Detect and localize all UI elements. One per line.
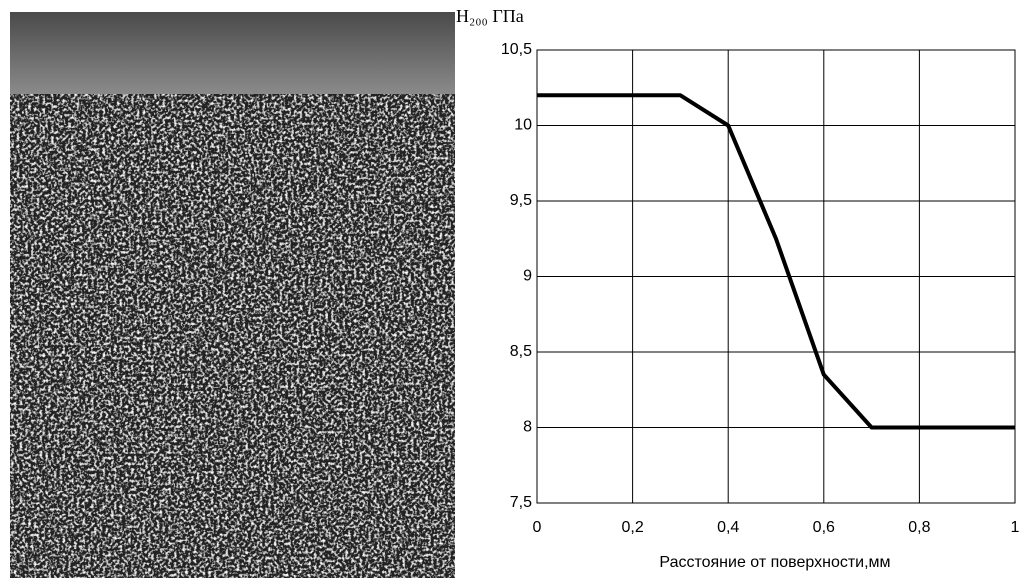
y-tick-label: 9 <box>523 268 532 285</box>
x-tick-label: 0,2 <box>621 519 643 536</box>
y-tick-label: 10 <box>514 117 532 134</box>
x-tick-label: 0 <box>533 519 542 536</box>
y-tick-label: 9,5 <box>510 192 532 209</box>
data-line <box>537 93 1015 430</box>
y-tick-label: 7,5 <box>510 494 532 511</box>
micrograph <box>10 12 455 578</box>
y-axis-title: H₂₀₀ ГПа <box>456 6 524 26</box>
y-tick-label: 10,5 <box>501 41 532 58</box>
x-tick-label: 0,6 <box>813 519 835 536</box>
y-tick-label: 8,5 <box>510 343 532 360</box>
x-tick-label: 0,8 <box>908 519 930 536</box>
x-tick-label: 0,4 <box>717 519 739 536</box>
x-axis-title: Расстояние от поверхности,мм <box>659 554 890 571</box>
x-tick-label: 1 <box>1011 519 1020 536</box>
y-tick-label: 8 <box>523 419 532 436</box>
plot-frame <box>536 49 1016 504</box>
